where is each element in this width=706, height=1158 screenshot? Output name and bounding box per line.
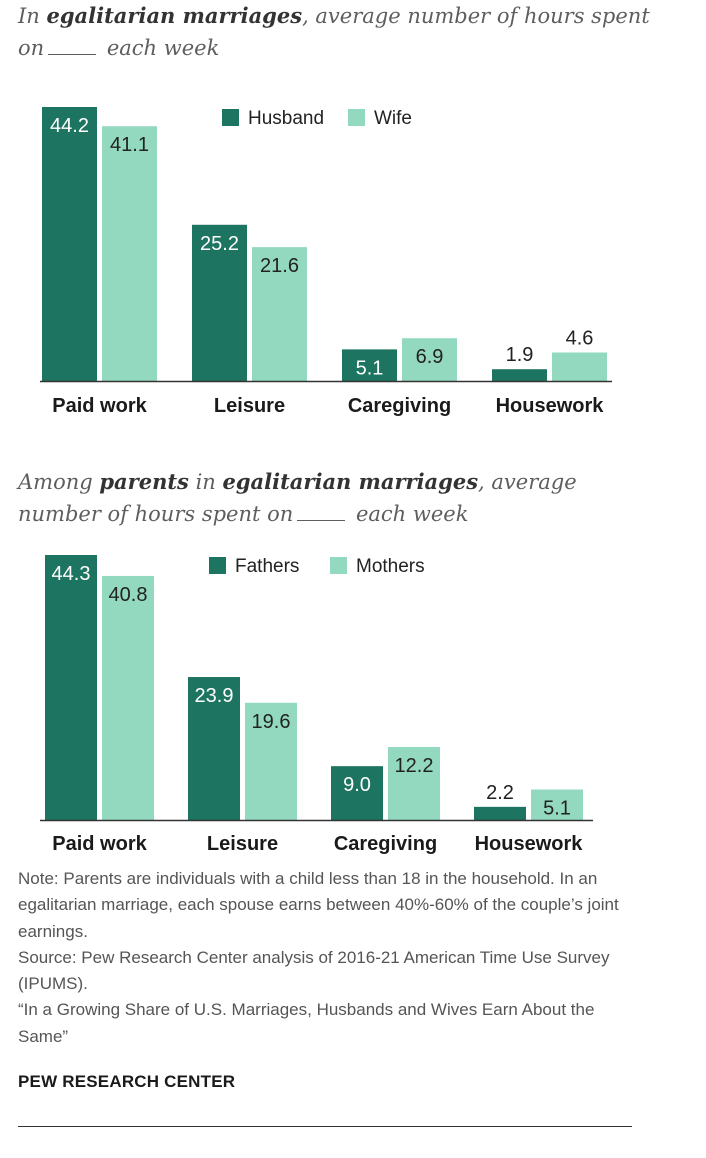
bar-fathers-leisure — [188, 677, 240, 820]
category-label: Housework — [475, 833, 584, 854]
value-label: 4.6 — [566, 327, 594, 349]
value-label: 23.9 — [195, 685, 234, 707]
category-label: Caregiving — [348, 395, 451, 417]
bar-mothers-caregiving — [388, 747, 440, 820]
category-label: Paid work — [52, 833, 147, 854]
legend-label-wife: Wife — [374, 108, 412, 129]
bar-wife-leisure — [252, 247, 307, 381]
value-label: 9.0 — [343, 774, 371, 796]
title-segment: in — [188, 470, 223, 494]
bar-husband-housework — [492, 369, 547, 381]
legend-swatch-mothers — [330, 557, 347, 574]
pew-research-center-logo: PEW RESEARCH CENTER — [18, 1072, 236, 1091]
report-title: “In a Growing Share of U.S. Marriages, H… — [18, 1000, 595, 1046]
note-text: Note: Parents are individuals with a chi… — [18, 869, 619, 941]
bar-wife-caregiving — [402, 338, 457, 381]
value-label: 41.1 — [110, 134, 149, 156]
chart-2: Fathers Mothers 44.3 40.8 Paid work 23.9 19.6 L… — [40, 555, 593, 854]
legend-label-fathers: Fathers — [235, 556, 299, 577]
legend-swatch-wife — [348, 109, 365, 126]
legend-label-husband: Husband — [248, 108, 324, 129]
category-label: Leisure — [207, 833, 278, 854]
category-label: Caregiving — [334, 833, 437, 854]
value-label: 5.1 — [543, 797, 571, 819]
bar-mothers-paid-work — [102, 575, 154, 820]
title-segment: Among — [18, 470, 100, 494]
value-label: 19.6 — [252, 711, 291, 733]
value-label: 44.3 — [52, 563, 91, 585]
bar-wife-paid-work — [102, 126, 157, 381]
bar-husband-paid-work — [42, 107, 97, 381]
value-label: 21.6 — [260, 255, 299, 277]
bottom-divider — [18, 1126, 632, 1127]
value-label: 12.2 — [395, 755, 434, 777]
value-label: 1.9 — [506, 344, 534, 366]
value-label: 6.9 — [416, 346, 444, 368]
title-segment: In — [18, 4, 47, 28]
source-text: Source: Pew Research Center analysis of … — [18, 947, 610, 994]
bar-wife-housework — [552, 352, 607, 381]
bar-fathers-housework — [474, 806, 526, 820]
title-segment: parents — [99, 469, 189, 494]
title-segment: egalitarian marriages — [46, 3, 303, 28]
title-segment: each week — [100, 36, 220, 60]
title-segment: , average number of hours spent on — [18, 470, 577, 526]
title-segment: each week — [349, 502, 469, 526]
legend-swatch-fathers — [209, 557, 226, 574]
value-label: 5.1 — [356, 357, 384, 379]
chart-1: Husband Wife 44.2 41.1 Paid work 25.2 21.6 Leis… — [40, 107, 612, 417]
value-label: 2.2 — [486, 782, 514, 804]
category-label: Paid work — [52, 395, 147, 417]
value-label: 40.8 — [109, 584, 148, 606]
bar-fathers-caregiving — [331, 766, 383, 820]
bar-husband-caregiving — [342, 349, 397, 381]
category-label: Housework — [496, 395, 605, 417]
bar-mothers-leisure — [245, 702, 297, 820]
legend-label-mothers: Mothers — [356, 556, 425, 577]
chart-notes: Note: Parents are individuals with a chi… — [18, 866, 628, 1050]
title-segment: egalitarian marriages — [222, 469, 479, 494]
legend-swatch-husband — [222, 109, 239, 126]
bar-mothers-housework — [531, 789, 583, 820]
chart-2-title: Among parents in egalitarian marriages, … — [18, 466, 658, 530]
value-label: 44.2 — [50, 115, 89, 137]
title-segment: , average number of hours spent on — [18, 4, 650, 60]
value-label: 25.2 — [200, 233, 239, 255]
title-blank — [297, 520, 346, 521]
bar-fathers-paid-work — [45, 555, 97, 820]
bar-husband-leisure — [192, 224, 247, 381]
chart-1-title: In egalitarian marriages, average number… — [18, 0, 658, 64]
title-blank — [48, 54, 97, 55]
category-label: Leisure — [214, 395, 285, 417]
